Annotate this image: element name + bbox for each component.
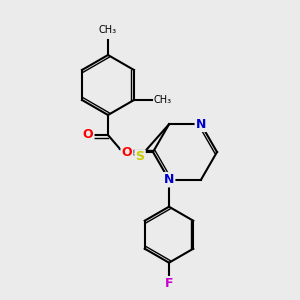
Text: CH₃: CH₃ — [99, 25, 117, 35]
Text: O: O — [83, 128, 93, 142]
Text: CH₃: CH₃ — [154, 95, 172, 105]
Text: F: F — [165, 277, 173, 290]
Text: O: O — [122, 146, 132, 158]
Text: N: N — [164, 173, 174, 186]
Text: S: S — [136, 151, 145, 164]
Text: N: N — [196, 118, 206, 131]
